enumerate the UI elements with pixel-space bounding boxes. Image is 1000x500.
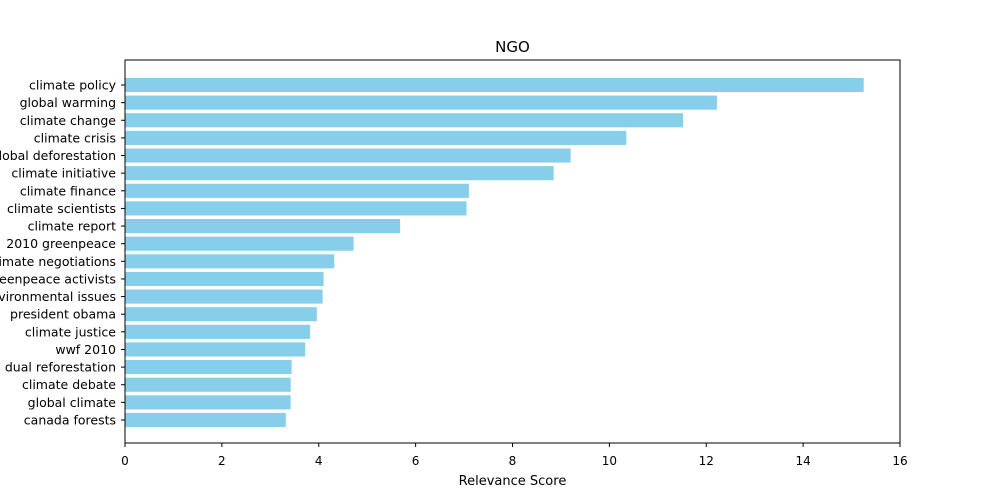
bar bbox=[125, 130, 627, 145]
bar bbox=[125, 395, 291, 410]
y-tick-label: dual reforestation bbox=[5, 360, 116, 375]
y-axis-labels: climate policy global warming climate chan… bbox=[0, 78, 125, 428]
bar bbox=[125, 148, 571, 163]
y-tick-label: environmental issues bbox=[0, 289, 116, 304]
y-tick-label: global deforestation bbox=[0, 148, 116, 163]
x-tick-label: 14 bbox=[795, 454, 810, 468]
bar bbox=[125, 95, 717, 110]
y-tick-label: climate initiative bbox=[11, 166, 116, 181]
y-tick-label: climate finance bbox=[20, 183, 116, 198]
y-tick-label: global warming bbox=[20, 95, 116, 110]
y-tick-label: climate justice bbox=[25, 324, 116, 339]
y-tick-label: climate debate bbox=[22, 377, 116, 392]
bar bbox=[125, 183, 469, 198]
bar bbox=[125, 113, 683, 128]
y-tick-label: greenpeace activists bbox=[0, 271, 116, 286]
bar bbox=[125, 412, 286, 428]
x-tick-label: 4 bbox=[315, 454, 323, 468]
y-tick-label: climate policy bbox=[29, 78, 117, 93]
bar bbox=[125, 219, 401, 234]
x-tick-label: 0 bbox=[121, 454, 129, 468]
bar bbox=[125, 324, 311, 339]
bar bbox=[125, 77, 864, 93]
y-tick-label: climate change bbox=[20, 113, 117, 128]
y-tick-label: president obama bbox=[10, 307, 116, 322]
x-tick-label: 16 bbox=[892, 454, 907, 468]
bar bbox=[125, 342, 306, 357]
x-tick-label: 6 bbox=[412, 454, 420, 468]
x-axis-label: Relevance Score bbox=[459, 474, 567, 489]
bar bbox=[125, 236, 354, 251]
y-tick-label: climate scientists bbox=[7, 201, 116, 216]
bars-layer bbox=[125, 77, 864, 428]
x-tick-label: 2 bbox=[218, 454, 226, 468]
bar bbox=[125, 254, 335, 269]
y-tick-label: climate crisis bbox=[34, 130, 116, 145]
y-tick-label: 2010 greenpeace bbox=[6, 236, 116, 251]
y-tick-label: climate negotiations bbox=[0, 254, 116, 269]
bar bbox=[125, 166, 554, 181]
bar bbox=[125, 271, 324, 286]
y-tick-label: climate report bbox=[28, 219, 116, 234]
x-tick-label: 12 bbox=[699, 454, 714, 468]
bar bbox=[125, 307, 317, 322]
y-tick-label: canada forests bbox=[24, 413, 116, 428]
bar bbox=[125, 201, 467, 216]
bar bbox=[125, 289, 323, 304]
y-tick-label: global climate bbox=[28, 395, 117, 410]
y-tick-label: wwf 2010 bbox=[55, 342, 116, 357]
bar bbox=[125, 360, 292, 375]
x-tick-label: 10 bbox=[602, 454, 617, 468]
x-tick-label: 8 bbox=[509, 454, 517, 468]
chart-title: NGO bbox=[495, 38, 530, 56]
x-axis-ticks: 0 2 4 6 8 10 12 14 16 bbox=[121, 443, 908, 468]
bar bbox=[125, 377, 291, 392]
